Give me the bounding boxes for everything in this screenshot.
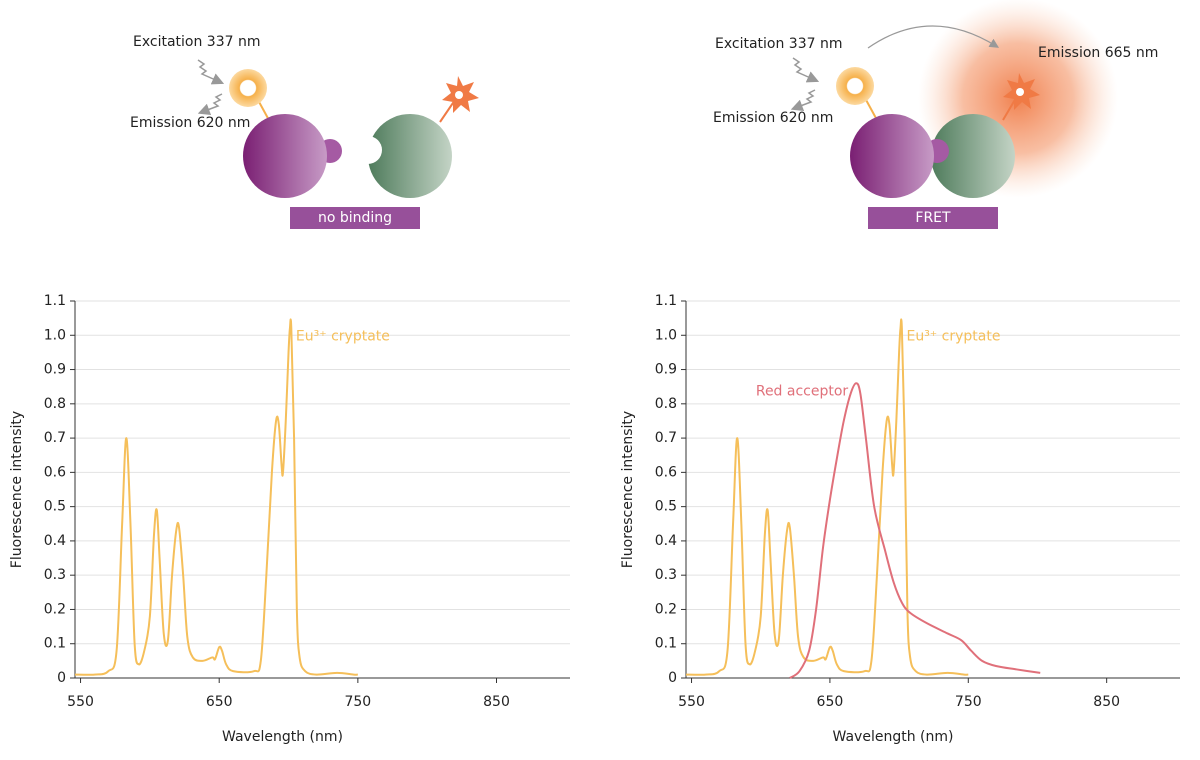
state-label: FRET [915,210,951,226]
line [685,318,969,676]
y-tick-label: 0 [57,670,66,686]
y-tick-label: 1.0 [44,327,66,343]
y-tick-label: 0.5 [44,499,66,515]
y-tick-label: 0.2 [44,601,66,617]
y-tick-label: 0.7 [44,430,66,446]
y-tick-label: 1.1 [44,293,66,309]
protein [931,114,1015,198]
y-tick-label: 0.8 [655,396,677,412]
y-tick-label: 0.2 [655,601,677,617]
x-tick-label: 750 [955,694,982,710]
donor [229,69,267,107]
excitation-label: Excitation 337 nm [133,34,261,50]
protein [850,114,934,198]
y-tick-label: 1.1 [655,293,677,309]
y-axis-label: Fluorescence intensity [620,411,636,568]
acceptor-emission-label: Emission 665 nm [1038,45,1158,61]
y-tick-label: 0.9 [44,362,66,378]
state-label: no binding [318,210,392,226]
x-axis-label: Wavelength (nm) [222,729,343,745]
acceptor-core [455,91,463,99]
protein [243,114,327,198]
protein [368,114,452,198]
y-tick-label: 0.7 [655,430,677,446]
excitation-label: Excitation 337 nm [715,36,843,52]
y-axis-label: Fluorescence intensity [9,411,25,568]
emission-label: Emission 620 nm [713,110,833,126]
state-box [868,207,998,229]
y-tick-label: 0.9 [655,362,677,378]
excitation-arrow [792,57,820,83]
line [789,382,1041,679]
transfer-arrow [867,25,1000,49]
line [74,318,358,676]
y-tick-label: 0.4 [44,533,66,549]
diagram-left: Excitation 337 nm Emission 620 nm no bin… [130,34,479,229]
y-tick-label: 0 [668,670,677,686]
linker [864,97,878,121]
diagram-right: Excitation 337 nm Emission 620 nm Emissi… [713,0,1158,229]
x-tick-label: 850 [483,694,510,710]
y-tick-label: 0.4 [655,533,677,549]
y-tick-label: 0.1 [655,636,677,652]
state-box [290,207,420,229]
linker [1002,97,1017,121]
linker [439,99,456,123]
emission-arrow [197,93,223,115]
series-label: Eu³⁺ cryptate [906,328,1000,344]
y-tick-label: 0.8 [44,396,66,412]
y-tick-label: 0.1 [44,636,66,652]
binding-site [354,136,382,164]
y-tick-label: 0.6 [655,464,677,480]
x-tick-label: 750 [344,694,371,710]
x-tick-label: 550 [67,694,94,710]
series-label: Red acceptor [756,383,849,399]
excitation-arrow [197,59,225,85]
emission-arrow [790,89,816,111]
x-axis-label: Wavelength (nm) [833,729,954,745]
x-tick-label: 650 [206,694,233,710]
x-tick-label: 850 [1093,694,1120,710]
y-tick-label: 0.6 [44,464,66,480]
series-label: Eu³⁺ cryptate [296,328,390,344]
donor [836,67,874,105]
y-tick-label: 0.5 [655,499,677,515]
acceptor-core [1016,88,1024,96]
x-tick-label: 650 [817,694,844,710]
emission-label: Emission 620 nm [130,115,250,131]
y-tick-label: 0.3 [655,567,677,583]
y-tick-label: 1.0 [655,327,677,343]
x-tick-label: 550 [678,694,705,710]
y-tick-label: 0.3 [44,567,66,583]
